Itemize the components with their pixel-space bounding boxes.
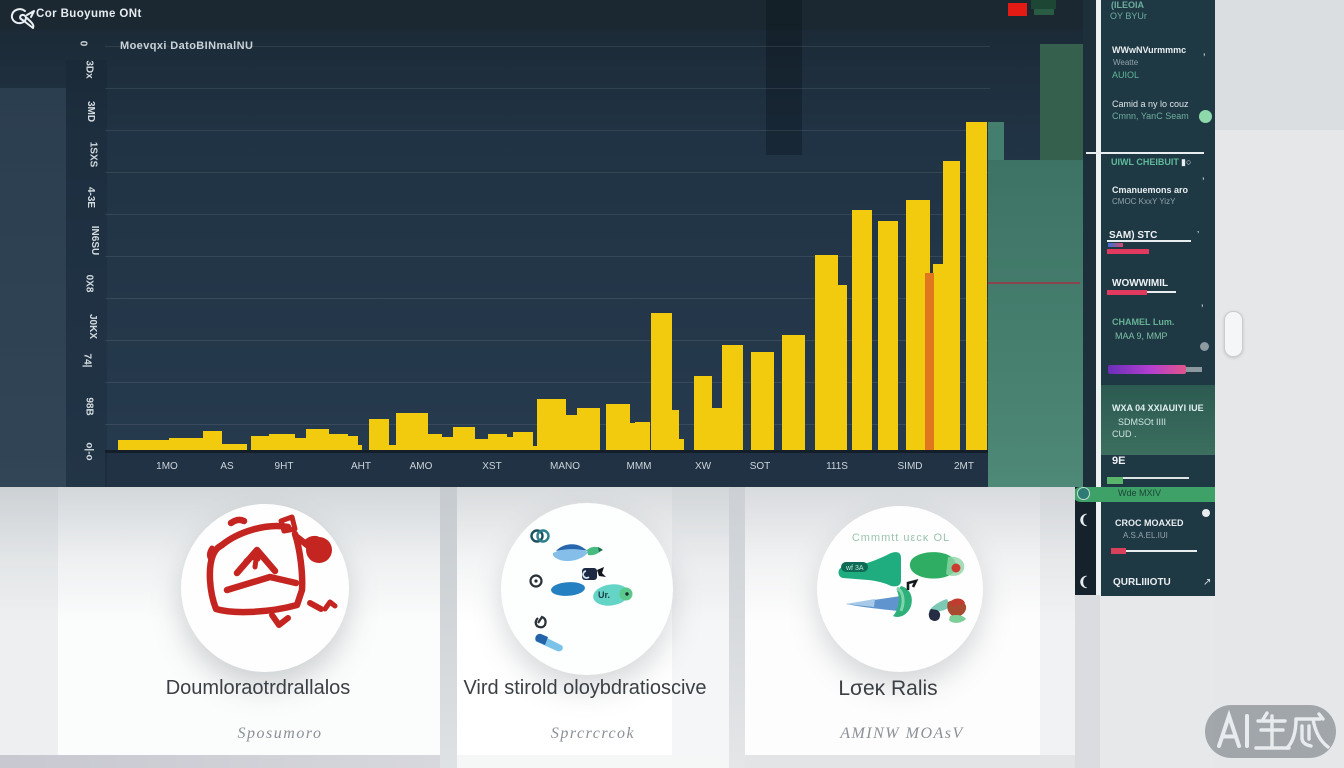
svg-text:Ur.: Ur.: [598, 590, 610, 600]
svg-text:wf 3A: wf 3A: [845, 565, 864, 572]
